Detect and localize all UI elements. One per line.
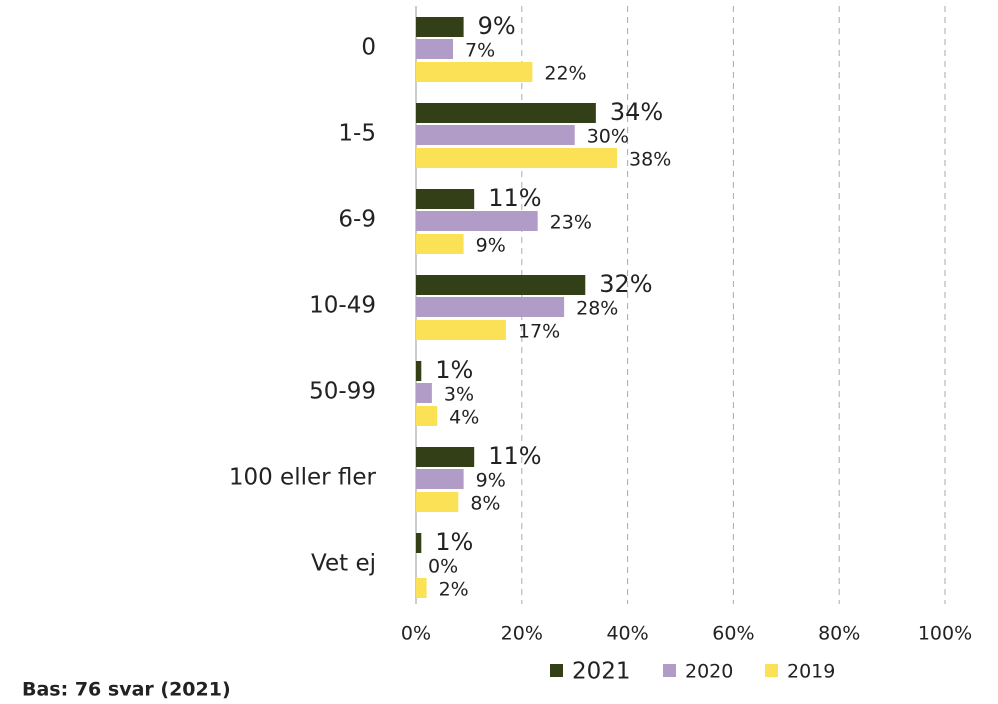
value-label: 28%: [576, 298, 618, 320]
value-label: 9%: [476, 235, 506, 257]
x-tick-label: 80%: [818, 623, 860, 645]
value-label: 32%: [599, 270, 652, 298]
value-label: 30%: [587, 126, 629, 148]
bar: [416, 533, 422, 553]
value-label: 1%: [435, 356, 473, 384]
value-label: 8%: [470, 493, 500, 515]
x-tick-label: 0%: [401, 623, 431, 645]
x-tick-label: 20%: [501, 623, 543, 645]
x-tick-label: 100%: [918, 623, 972, 645]
bar: [416, 62, 533, 82]
bar: [416, 578, 427, 598]
legend-swatch: [765, 664, 778, 677]
category-label: 100 eller fler: [229, 465, 377, 491]
bar: [416, 17, 464, 37]
bar: [416, 189, 475, 209]
legend-label: 2019: [787, 661, 835, 683]
category-label: 6-9: [338, 207, 376, 233]
bar: [416, 39, 454, 59]
value-label: 9%: [478, 12, 516, 40]
bar: [416, 297, 565, 317]
category-label: 50-99: [309, 379, 376, 405]
value-label: 34%: [610, 98, 663, 126]
category-label: 1-5: [338, 121, 376, 147]
bar: [416, 211, 538, 231]
value-label: 23%: [550, 212, 592, 234]
bar: [416, 492, 459, 512]
value-label: 4%: [449, 407, 479, 429]
value-label: 11%: [488, 184, 541, 212]
x-tick-label: 60%: [712, 623, 754, 645]
value-label: 22%: [544, 63, 586, 85]
footnote: Bas: 76 svar (2021): [22, 679, 231, 701]
legend-swatch: [663, 664, 676, 677]
bar: [416, 320, 506, 340]
bar: [416, 125, 575, 145]
value-label: 38%: [629, 149, 671, 171]
category-label: 10-49: [309, 293, 376, 319]
value-label: 9%: [476, 470, 506, 492]
bar: [416, 234, 464, 254]
legend-swatch: [550, 664, 563, 677]
x-tick-label: 40%: [606, 623, 648, 645]
bar: [416, 383, 432, 403]
value-label: 3%: [444, 384, 474, 406]
bar: [416, 103, 596, 123]
value-label: 1%: [435, 528, 473, 556]
value-label: 0%: [428, 556, 458, 578]
legend-label: 2020: [685, 661, 733, 683]
bar: [416, 148, 618, 168]
value-label: 17%: [518, 321, 560, 343]
category-label: Vet ej: [311, 551, 376, 577]
legend-label: 2021: [572, 659, 631, 685]
value-label: 11%: [488, 442, 541, 470]
category-label: 0: [361, 35, 376, 61]
value-label: 7%: [465, 40, 495, 62]
bar: [416, 469, 464, 489]
bar: [416, 447, 475, 467]
value-label: 2%: [439, 579, 469, 601]
bar: [416, 275, 586, 295]
bar: [416, 406, 438, 426]
bar: [416, 361, 422, 381]
